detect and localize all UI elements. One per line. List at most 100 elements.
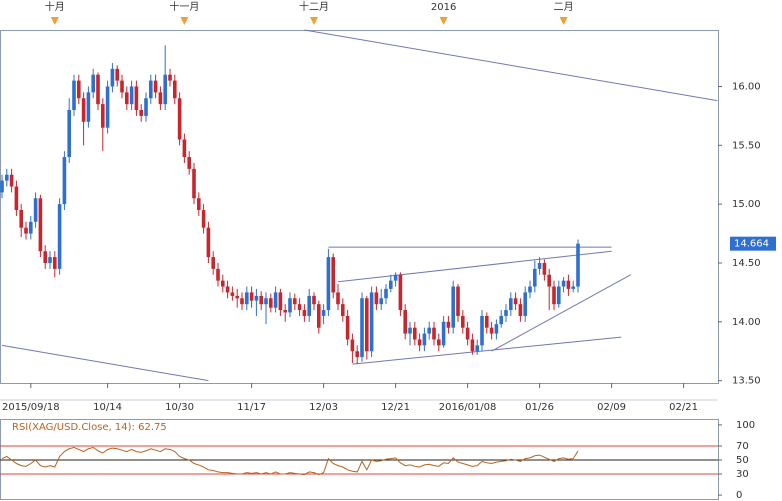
candle-body <box>240 298 244 305</box>
candle-body <box>24 227 28 234</box>
candle-body <box>182 139 187 158</box>
top-tick-label: 十月 <box>45 0 65 13</box>
candle-body <box>177 98 182 140</box>
candle-body <box>360 298 364 358</box>
candle-body <box>485 315 489 328</box>
x-tick-label: 02/21 <box>669 402 698 413</box>
candle-body <box>120 80 124 93</box>
candle-body <box>201 210 206 228</box>
candle-body <box>19 210 23 228</box>
candle-body <box>139 110 143 116</box>
candle-body <box>245 292 249 305</box>
candle-body <box>33 198 38 222</box>
candle-body <box>489 327 494 334</box>
candle-body <box>5 174 9 181</box>
candle-body <box>230 292 235 296</box>
candle-body <box>235 295 239 299</box>
candle-body <box>345 315 350 340</box>
candle-body <box>14 186 19 211</box>
candle-body <box>125 92 129 105</box>
top-marker <box>50 17 59 25</box>
candle-body <box>379 298 383 305</box>
candle-body <box>163 74 167 105</box>
x-tick-label: 01/26 <box>525 402 554 413</box>
candle-body <box>528 286 532 293</box>
top-marker <box>439 17 448 25</box>
candle-body <box>465 327 470 340</box>
candle-body <box>278 292 283 311</box>
last-price-label: 14.664 <box>734 239 769 250</box>
candle-body <box>451 286 455 328</box>
candle-body <box>389 280 393 289</box>
top-marker <box>559 17 568 25</box>
candle-body <box>110 68 115 87</box>
candle-body <box>312 295 316 305</box>
candle-body <box>77 80 81 99</box>
candle-body <box>197 198 201 211</box>
candle-body <box>57 204 62 269</box>
candle-body <box>62 157 67 205</box>
x-tick-label: 2016/01/08 <box>439 402 497 413</box>
x-tick-label: 2015/09/18 <box>2 402 60 413</box>
candle-body <box>547 274 551 287</box>
candle-body <box>144 98 148 116</box>
candle-body <box>470 339 475 352</box>
candle-body <box>509 298 513 311</box>
candle-body <box>408 327 412 334</box>
candle-body <box>254 295 259 301</box>
candle-body <box>283 310 287 313</box>
candle-body <box>374 292 379 305</box>
candle-body <box>341 304 345 316</box>
candle-body <box>533 268 537 287</box>
candle-body <box>518 304 523 316</box>
candle-body <box>192 168 196 199</box>
candle-body <box>365 298 369 352</box>
top-marker <box>310 17 318 25</box>
candle-body <box>557 286 561 305</box>
candle-body <box>173 80 177 99</box>
candle-body <box>321 310 326 316</box>
candle-body <box>369 292 374 352</box>
candle-body <box>297 304 302 311</box>
candle-body <box>542 262 547 275</box>
x-tick-label: 11/17 <box>237 402 266 413</box>
candle-body <box>475 345 479 352</box>
candle-body <box>115 68 119 81</box>
candle-body <box>403 310 407 334</box>
y-tick-label: 100 <box>736 420 755 431</box>
y-tick-label: 0 <box>736 490 742 501</box>
candle-body <box>355 351 359 358</box>
candle-body <box>259 295 263 305</box>
x-tick-label: 10/14 <box>93 402 122 413</box>
trend-line <box>304 29 718 102</box>
trend-line <box>352 336 622 365</box>
top-tick-label: 十一月 <box>169 0 199 13</box>
trend-line <box>1 344 209 382</box>
candle-body <box>67 110 71 158</box>
top-marker <box>180 17 189 25</box>
candle-body <box>513 298 518 305</box>
candle-body <box>461 315 465 328</box>
candle-body <box>552 286 556 305</box>
candle-body <box>211 257 215 269</box>
candle-body <box>29 221 33 234</box>
candle-body <box>153 80 158 93</box>
candle-body <box>302 310 307 316</box>
x-tick-label: 02/09 <box>597 402 626 413</box>
candle-body <box>561 280 566 287</box>
y-tick-label: 15.00 <box>732 199 761 210</box>
candle-body <box>566 280 571 289</box>
candle-body <box>326 257 331 311</box>
rsi-title: RSI(XAG/USD.Close, 14): 62.75 <box>12 422 167 433</box>
candle-body <box>269 298 273 308</box>
candle-body <box>437 339 441 346</box>
candle-body <box>38 198 43 252</box>
candle-body <box>149 80 153 99</box>
last-price-box <box>730 236 776 251</box>
top-tick-label: 2016 <box>431 2 456 13</box>
candle-body <box>216 268 220 281</box>
candle-body <box>264 298 268 305</box>
candle-body <box>0 180 4 193</box>
candle-body <box>384 288 388 299</box>
